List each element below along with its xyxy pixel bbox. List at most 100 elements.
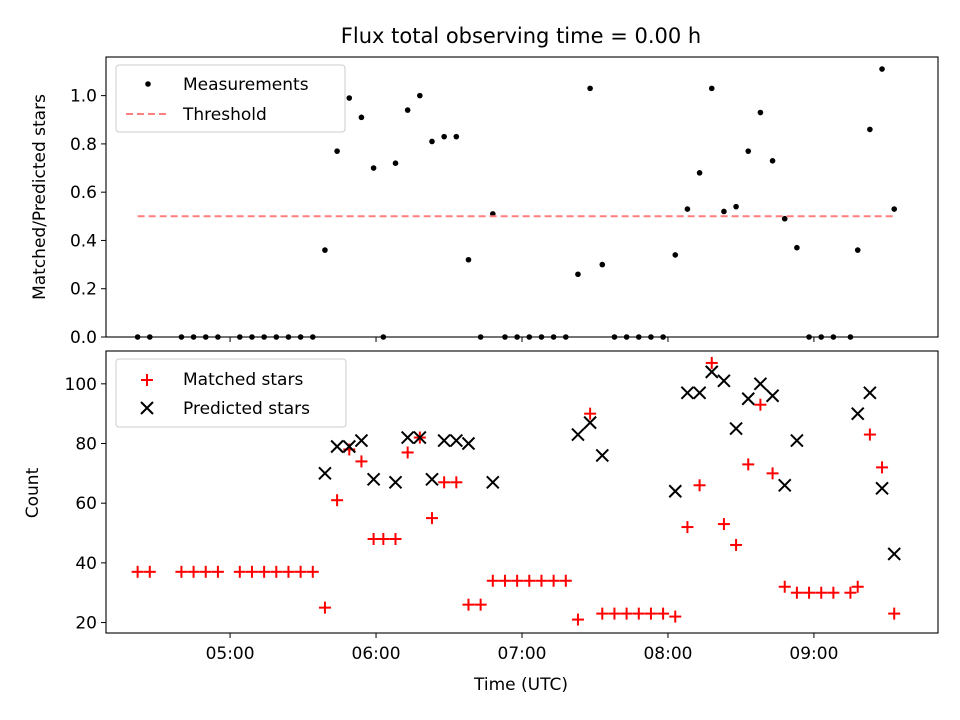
measurements-point xyxy=(794,244,800,251)
measurements-point xyxy=(575,271,581,278)
measurements-point xyxy=(441,133,447,140)
matched-stars-point xyxy=(462,598,475,611)
bottom-y-tick-label: 100 xyxy=(65,375,97,395)
count-points xyxy=(131,356,901,626)
matched-stars-point xyxy=(644,607,657,620)
legend-measurements: Measurements xyxy=(183,75,309,95)
predicted-stars-point xyxy=(729,421,743,436)
matched-stars-point xyxy=(681,521,694,534)
matched-stars-point xyxy=(318,601,331,614)
x-tick-label: 05:00 xyxy=(206,644,255,664)
matched-stars-point xyxy=(511,574,524,587)
predicted-stars-point xyxy=(765,389,780,403)
matched-stars-point xyxy=(803,586,816,599)
measurements-point xyxy=(453,133,460,140)
measurements-point xyxy=(867,126,873,133)
legend-predicted-stars: Predicted stars xyxy=(183,399,310,419)
matched-stars-point xyxy=(450,476,463,489)
matched-stars-point xyxy=(401,446,414,459)
matched-stars-point xyxy=(547,574,560,587)
top-legend-box xyxy=(115,64,346,133)
matched-stars-point xyxy=(717,518,730,531)
matched-stars-point xyxy=(705,356,718,369)
matched-stars-point xyxy=(693,479,706,492)
predicted-stars-point xyxy=(595,448,609,463)
measurements-point xyxy=(757,109,764,116)
top-y-tick-label: 0.6 xyxy=(70,183,97,203)
measurements-point xyxy=(392,160,399,167)
measurements-point xyxy=(404,107,411,113)
matched-stars-point xyxy=(742,458,755,471)
measurements-point xyxy=(429,138,435,145)
matched-stars-point xyxy=(827,586,840,599)
predicted-stars-point xyxy=(790,433,804,448)
matched-stars-point xyxy=(778,580,791,593)
predicted-stars-point xyxy=(354,433,369,448)
predicted-stars-point xyxy=(342,439,356,454)
matched-stars-point xyxy=(331,494,344,507)
matched-stars-point xyxy=(730,538,743,551)
matched-stars-point xyxy=(199,565,212,578)
predicted-stars-point xyxy=(388,475,403,490)
measurements-point xyxy=(769,157,776,164)
measurements-point xyxy=(346,95,353,101)
matched-stars-point xyxy=(632,607,645,620)
measurements-legend-marker xyxy=(145,81,151,87)
matched-stars-point xyxy=(306,565,319,578)
measurements-point xyxy=(599,261,606,268)
measurements-point xyxy=(745,148,752,154)
top-panel: 0.0 0.2 0.4 0.6 0.8 1.0 Matched/Predicted sta… xyxy=(30,56,939,348)
matched-stars-point xyxy=(535,574,548,587)
measurements-point xyxy=(417,92,423,99)
matched-stars-point xyxy=(571,613,584,626)
predicted-stars-point xyxy=(486,475,500,490)
measurements-point xyxy=(708,85,715,92)
predicted-stars-point xyxy=(330,439,344,454)
measurements-point xyxy=(358,114,365,121)
matched-stars-point xyxy=(389,533,402,545)
measurements-point xyxy=(891,206,898,212)
matched-stars-point xyxy=(754,398,767,411)
matched-stars-point xyxy=(815,586,828,599)
bottom-y-tick-label: 20 xyxy=(75,614,97,634)
x-tick-label: 08:00 xyxy=(643,644,692,664)
bottom-y-tick-label: 60 xyxy=(75,494,97,514)
matched-stars-legend-marker xyxy=(141,374,153,386)
matched-stars-point xyxy=(233,565,246,578)
predicted-stars-point xyxy=(753,377,768,391)
chart-title: Flux total observing time = 0.00 h xyxy=(341,24,701,48)
measurements-point xyxy=(733,203,739,210)
x-tick-label: 09:00 xyxy=(789,644,838,664)
x-axis-label: Time (UTC) xyxy=(473,675,568,695)
matched-stars-point xyxy=(498,574,511,587)
matched-stars-point xyxy=(596,607,609,620)
matched-stars-point xyxy=(282,565,295,578)
matched-stars-point xyxy=(245,565,258,578)
predicted-stars-point xyxy=(583,415,597,430)
predicted-stars-point xyxy=(449,433,464,448)
predicted-stars-point xyxy=(717,374,731,388)
legend-threshold: Threshold xyxy=(182,105,267,125)
bottom-y-axis: 20 40 60 80 100 xyxy=(65,375,106,634)
matched-stars-point xyxy=(258,565,271,578)
top-y-tick-label: 0.0 xyxy=(70,328,97,348)
matched-stars-point xyxy=(657,607,670,620)
top-y-axis: 0.0 0.2 0.4 0.6 0.8 1.0 xyxy=(70,87,106,348)
matched-stars-point xyxy=(438,476,451,489)
bottom-legend: Matched stars Predicted stars xyxy=(115,358,347,428)
predicted-stars-point xyxy=(778,478,792,492)
top-y-tick-label: 0.8 xyxy=(70,135,97,155)
matched-stars-point xyxy=(187,565,200,578)
legend-matched-stars: Matched stars xyxy=(183,370,303,390)
matched-stars-point xyxy=(355,455,368,468)
predicted-stars-point xyxy=(413,430,427,445)
predicted-stars-legend-marker xyxy=(140,401,154,415)
measurements-point xyxy=(334,148,340,154)
matched-stars-point xyxy=(377,533,390,545)
measurements-point xyxy=(684,206,691,212)
matched-stars-point xyxy=(876,461,889,474)
matched-stars-point xyxy=(584,407,597,420)
matched-stars-point xyxy=(523,574,536,587)
predicted-stars-point xyxy=(887,547,901,561)
matched-stars-point xyxy=(474,598,487,611)
